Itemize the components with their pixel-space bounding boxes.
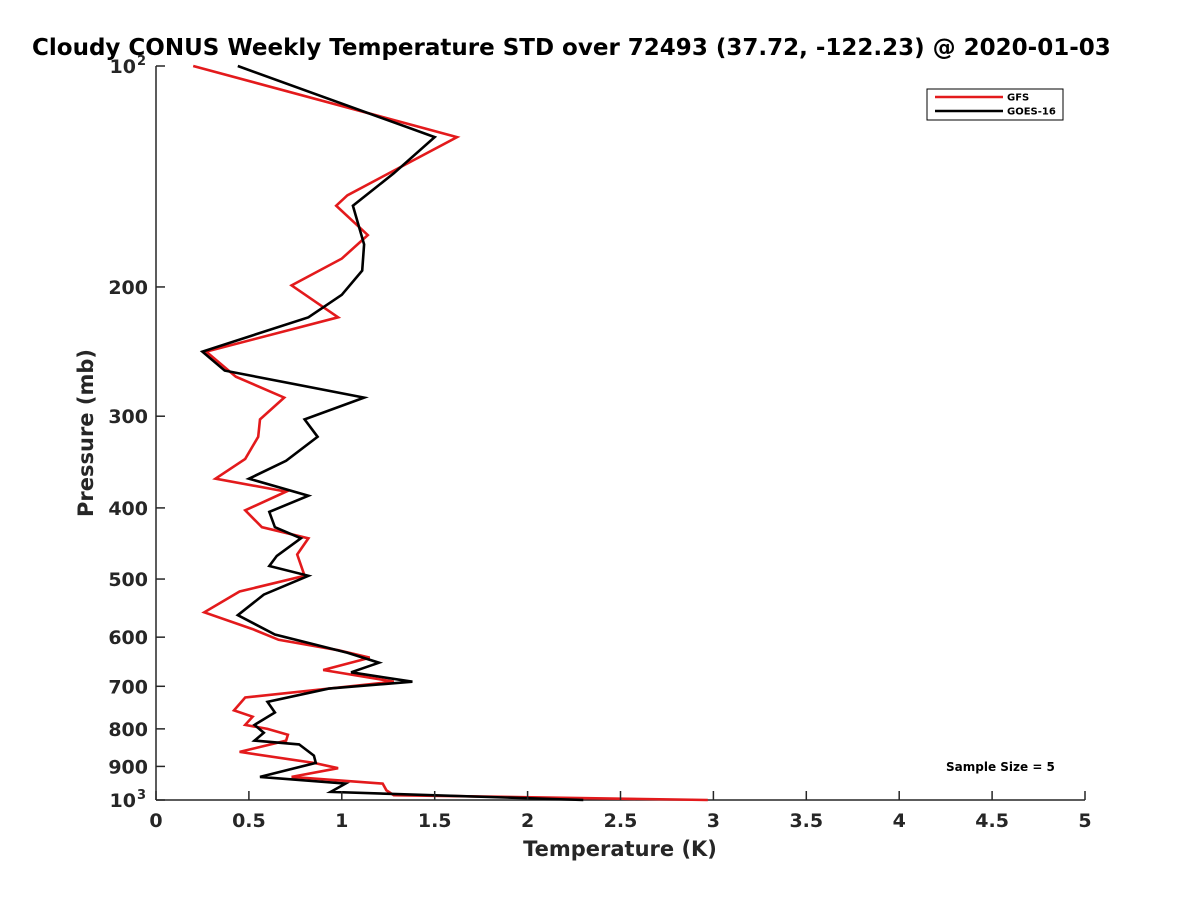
y-tick-label: 500 <box>108 569 148 591</box>
x-axis: 0 0.5 1 1.5 2 2.5 3 3.5 4 4.5 5 <box>149 791 1092 832</box>
x-tick-label: 0.5 <box>232 810 266 832</box>
legend-label-goes16: GOES-16 <box>1007 107 1056 118</box>
plot-area <box>155 66 1085 801</box>
x-tick-label: 0 <box>149 810 162 832</box>
series-layer <box>192 64 708 802</box>
sample-size-annotation: Sample Size = 5 <box>946 760 1055 774</box>
x-tick-label: 3 <box>707 810 720 832</box>
series-line-goes16 <box>199 64 584 802</box>
legend-box <box>926 88 1064 121</box>
x-tick-label: 1 <box>335 810 348 832</box>
y-tick-exponent: 2 <box>137 54 146 69</box>
series-line-gfs <box>192 64 708 802</box>
x-tick-label: 5 <box>1078 810 1091 832</box>
x-tick-label: 4 <box>893 810 906 832</box>
y-tick-label: 300 <box>108 406 148 428</box>
y-tick-label: 10 <box>110 790 136 812</box>
y-tick-exponent: 3 <box>137 788 146 803</box>
y-tick-label: 900 <box>108 756 148 778</box>
y-tick-label: 800 <box>108 719 148 741</box>
x-tick-label: 4.5 <box>975 810 1009 832</box>
y-axis-label: Pressure (mb) <box>74 349 98 517</box>
y-tick-label: 10 <box>110 56 136 78</box>
legend-label-gfs: GFS <box>1007 93 1029 104</box>
x-tick-label: 2 <box>521 810 534 832</box>
x-tick-label: 1.5 <box>418 810 452 832</box>
x-tick-label: 3.5 <box>789 810 823 832</box>
x-tick-label: 2.5 <box>604 810 638 832</box>
legend: GFS GOES-16 <box>926 88 1064 121</box>
chart-title: Cloudy CONUS Weekly Temperature STD over… <box>32 35 1111 61</box>
y-tick-label: 400 <box>108 498 148 520</box>
x-axis-label: Temperature (K) <box>523 837 717 861</box>
y-tick-label: 200 <box>108 277 148 299</box>
y-tick-label: 700 <box>108 676 148 698</box>
y-tick-label: 600 <box>108 627 148 649</box>
